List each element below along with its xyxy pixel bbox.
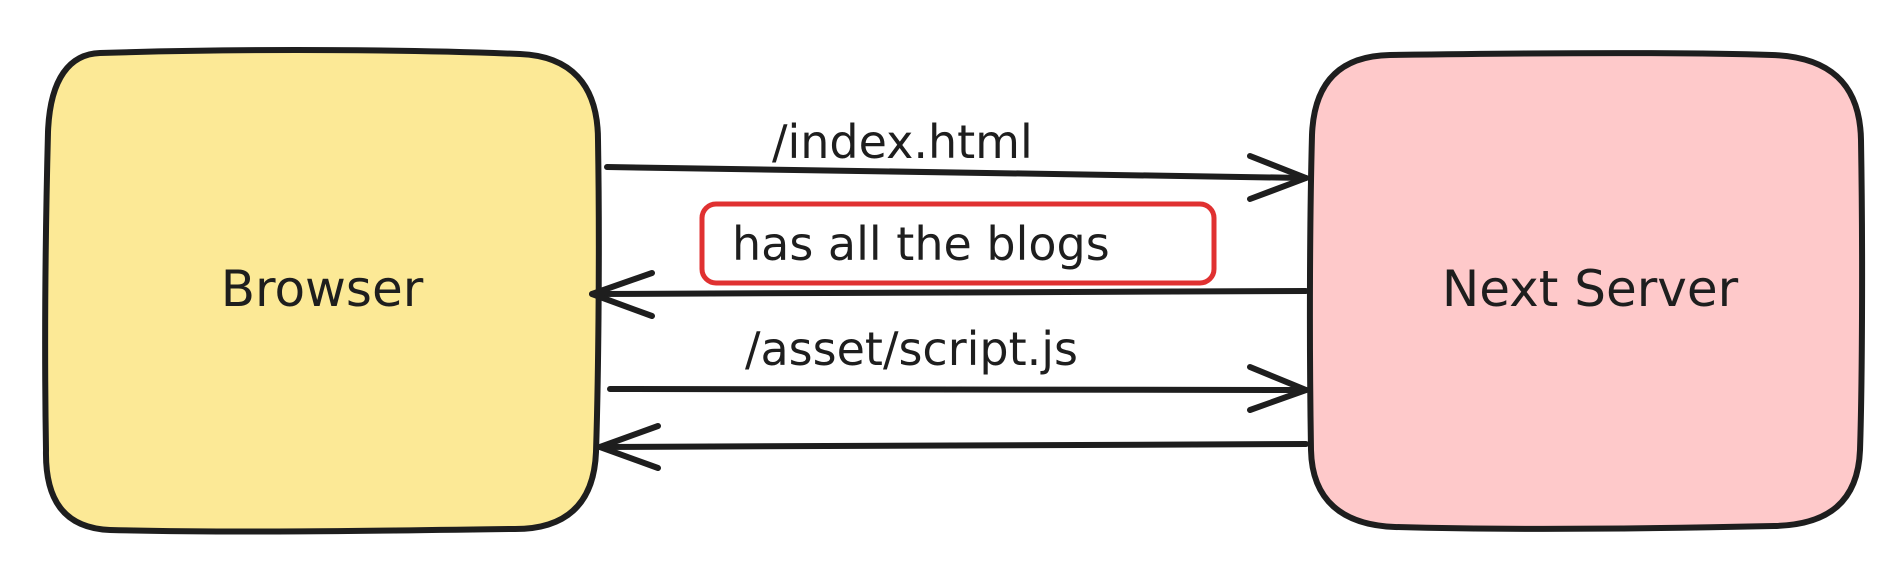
arrow-head	[1247, 364, 1309, 413]
arrow-line	[607, 386, 1309, 393]
edge-label: /asset/script.js	[745, 322, 1078, 376]
edge-response-html[interactable]: has all the blogs	[589, 201, 1309, 319]
next-server-box	[1306, 50, 1866, 532]
arrow-line	[604, 164, 1309, 181]
arrow-head	[1247, 153, 1309, 202]
edge-request-script[interactable]: /asset/script.js	[607, 322, 1309, 413]
browser-node[interactable]: Browser	[42, 47, 602, 535]
highlight-box	[699, 201, 1217, 286]
edge-label: /index.html	[772, 115, 1033, 169]
edge-response-script[interactable]	[597, 423, 1309, 471]
arrow-line	[589, 288, 1309, 297]
edge-label: has all the blogs	[732, 217, 1110, 271]
browser-label: Browser	[221, 260, 424, 318]
arrow-head	[589, 270, 655, 319]
edge-request-index[interactable]: /index.html	[604, 115, 1309, 202]
arrow-head	[597, 423, 661, 471]
arrow-line	[597, 441, 1309, 450]
browser-box	[42, 47, 602, 535]
next-server-node[interactable]: Next Server	[1306, 50, 1866, 532]
next-server-label: Next Server	[1442, 260, 1739, 318]
